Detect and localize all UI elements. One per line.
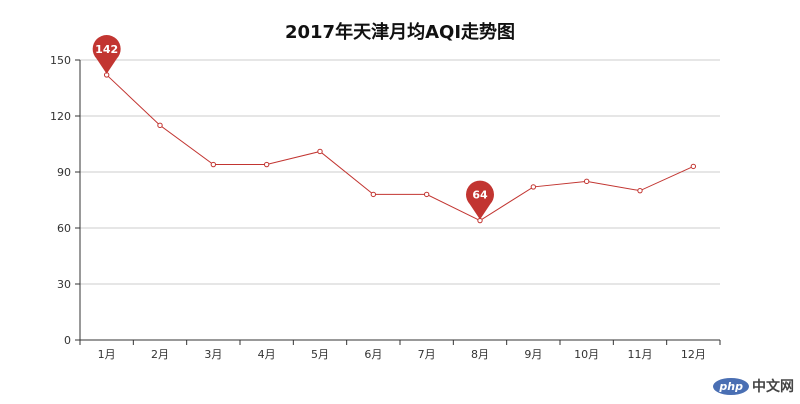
x-tick-label: 12月 xyxy=(681,348,706,361)
x-tick-label: 7月 xyxy=(418,348,436,361)
marker-pin-shape xyxy=(92,35,121,74)
data-point xyxy=(317,148,323,155)
data-point xyxy=(263,161,270,168)
x-tick-label: 5月 xyxy=(311,348,329,361)
watermark-logo: php xyxy=(713,377,749,395)
watermark: php 中文网 xyxy=(713,376,794,396)
y-tick-label: 120 xyxy=(50,110,71,123)
marker-pin-max: 142 xyxy=(92,35,121,74)
data-point xyxy=(370,191,377,198)
series-line xyxy=(106,74,694,222)
x-tick-label: 10月 xyxy=(574,348,599,361)
data-point xyxy=(423,191,430,198)
data-point xyxy=(637,187,643,194)
x-tick-label: 9月 xyxy=(524,348,542,361)
axes: 0 30 60 90 120 150 1月 2月 3月 4月 5月 6月 7月 8月 9月 10月 11月 12月 xyxy=(50,54,721,361)
x-tick-label: 8月 xyxy=(471,348,489,361)
markers: 142 64 xyxy=(92,35,494,220)
x-tick-label: 6月 xyxy=(364,348,382,361)
y-tick-label: 90 xyxy=(57,166,71,179)
y-tick-label: 0 xyxy=(64,334,71,347)
data-point xyxy=(157,122,163,129)
x-tick-label: 2月 xyxy=(151,348,169,361)
data-point xyxy=(583,178,590,185)
watermark-text: 中文网 xyxy=(752,379,794,395)
marker-label: 142 xyxy=(95,43,118,56)
data-point xyxy=(690,163,697,170)
x-tick-label: 3月 xyxy=(204,348,222,361)
y-tick-label: 30 xyxy=(57,278,71,291)
series-aqi xyxy=(103,72,697,224)
data-point xyxy=(530,184,537,190)
data-point xyxy=(210,161,217,168)
marker-pin-shape xyxy=(465,180,494,220)
x-tick-label: 1月 xyxy=(98,348,116,361)
chart-title: 2017年天津月均AQI走势图 xyxy=(285,21,515,43)
x-tick-label: 11月 xyxy=(628,348,653,361)
marker-pin-min: 64 xyxy=(465,180,494,220)
marker-label: 64 xyxy=(472,189,488,202)
x-tick-label: 4月 xyxy=(258,348,276,361)
y-tick-label: 60 xyxy=(57,222,71,235)
grid-lines xyxy=(80,59,720,285)
y-tick-label: 150 xyxy=(50,54,71,67)
